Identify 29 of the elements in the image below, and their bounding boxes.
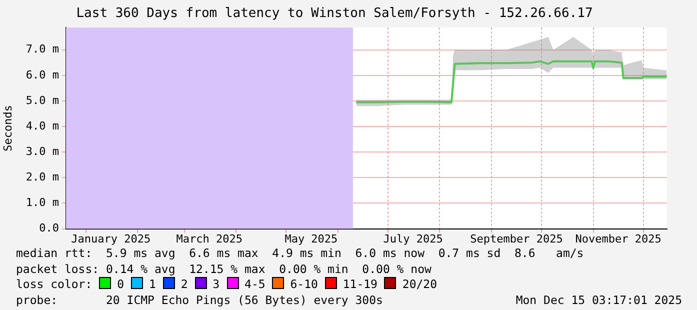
text: Mon Dec 15 03:17:01 2025 <box>516 292 682 308</box>
text: loss color: <box>16 277 94 291</box>
chart-title: Last 360 Days from latency to Winston Salem/Forsyth - 152.26.66.17 <box>76 6 593 22</box>
x-tick-label: May 2025 <box>284 232 338 246</box>
x-tick-label: November 2025 <box>575 232 662 246</box>
y-axis-title: Seconds <box>1 105 14 152</box>
text: median rtt: 5.9 ms avg 6.6 ms max 4.9 ms min 6.0 ms now 0.7 ms sd 8.6 am/s <box>16 246 584 260</box>
y-tick-label: 3.0 m <box>26 144 60 158</box>
text: 11-19 <box>342 277 378 291</box>
text: 6-10 <box>290 277 319 291</box>
x-tick-label: January 2025 <box>71 232 151 246</box>
text: 0 <box>117 277 126 291</box>
text: 3 <box>212 277 221 291</box>
x-tick-label: September 2025 <box>470 232 563 246</box>
y-tick-label: 7.0 m <box>26 42 60 56</box>
text: probe: 20 ICMP Echo Pings (56 Bytes) every 300s <box>16 292 383 306</box>
text: 2 <box>180 277 189 291</box>
y-tick-label: 5.0 m <box>26 94 60 107</box>
text: 1 <box>148 277 157 291</box>
x-tick-label: March 2025 <box>176 232 242 246</box>
y-tick-label: 2.0 m <box>26 170 60 184</box>
y-tick-label: 6.0 m <box>26 68 60 82</box>
y-tick-label: 0.0 <box>39 222 59 235</box>
y-tick-label: 1.0 m <box>26 196 60 210</box>
y-tick-label: 4.0 m <box>26 119 60 132</box>
x-tick-label: July 2025 <box>383 232 443 246</box>
text: 20/20 <box>402 277 438 291</box>
text: 4-5 <box>244 277 266 291</box>
text: packet loss: 0.14 % avg 12.15 % max 0.00 % min 0.00 % now <box>16 262 432 276</box>
